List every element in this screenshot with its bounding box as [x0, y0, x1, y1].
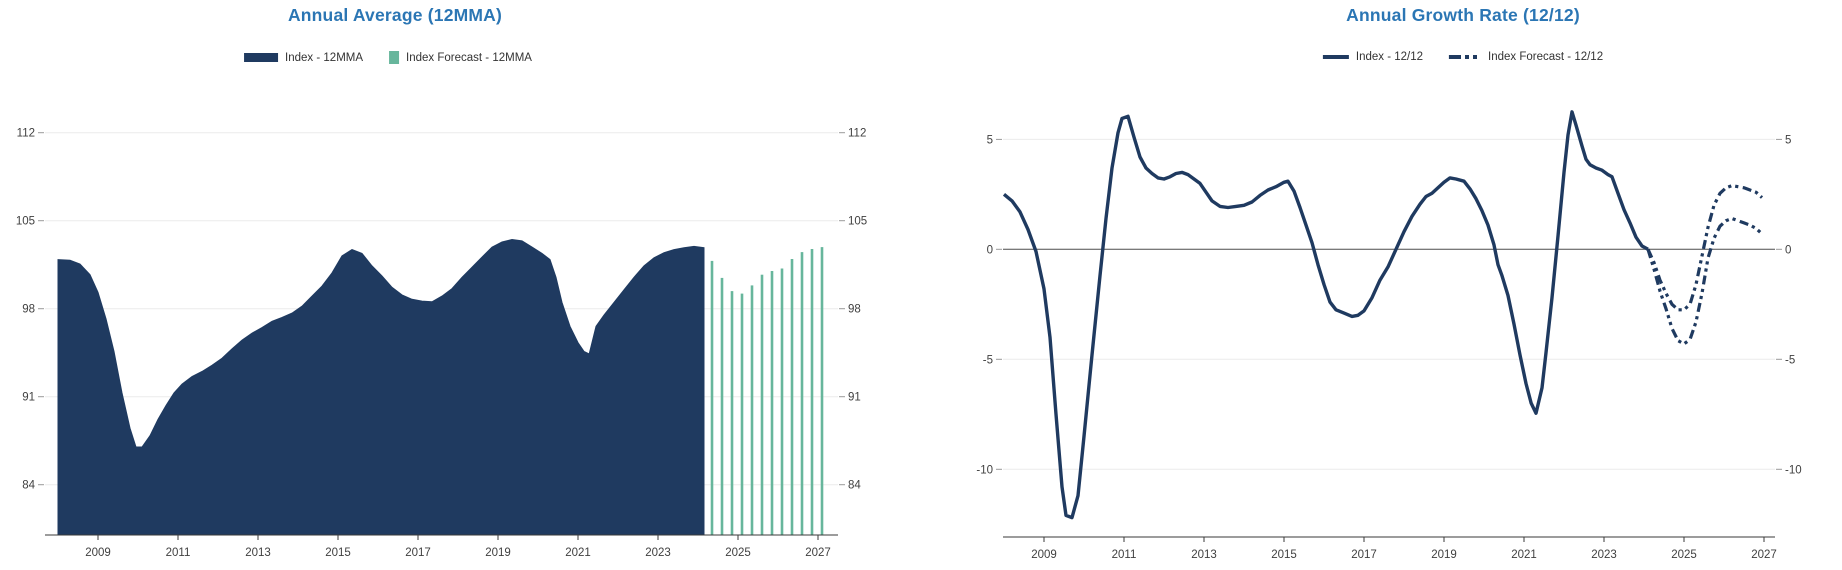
x-axis-label: 2023	[645, 547, 671, 559]
forecast-bar	[820, 247, 824, 535]
y-axis-label-right: 112	[848, 128, 866, 140]
dashdot-swatch-icon	[1449, 55, 1482, 59]
index-line-series	[1002, 110, 1649, 520]
bar-swatch-icon	[389, 51, 400, 64]
x-axis-label: 2025	[725, 547, 751, 559]
y-axis-label-left: 5	[987, 134, 993, 146]
x-axis-label: 2013	[1191, 549, 1217, 561]
x-axis-label: 2025	[1671, 549, 1697, 561]
x-axis-label: 2019	[485, 547, 511, 559]
y-axis-label-right: 105	[848, 216, 867, 228]
x-axis-label: 2009	[1031, 549, 1057, 561]
legend-label: Index Forecast - 12MMA	[406, 51, 532, 64]
x-axis-label: 2013	[245, 547, 271, 559]
forecast-bar	[790, 259, 794, 535]
y-axis-label-left: 91	[22, 392, 35, 404]
index-area-series	[57, 238, 705, 536]
x-axis-label: 2011	[166, 547, 191, 559]
forecast-bar	[710, 260, 714, 535]
forecast-bar	[750, 285, 754, 535]
y-axis-label-right: -10	[1785, 464, 1802, 476]
x-axis-label: 2015	[325, 547, 351, 559]
legend-item: Index - 12MMA	[244, 52, 363, 64]
x-axis-label: 2021	[1511, 549, 1537, 561]
forecast-bar	[720, 277, 724, 535]
y-axis-label-left: -5	[983, 354, 993, 366]
x-axis-label: 2009	[85, 547, 111, 559]
legend-annual-average: Index - 12MMA Index Forecast - 12MMA	[244, 51, 532, 64]
legend-item: Index - 12/12	[1322, 51, 1424, 63]
x-axis-label: 2019	[1431, 549, 1457, 561]
legend-growth-rate: Index - 12/12 Index Forecast - 12/12	[1322, 51, 1603, 63]
x-axis-label: 2017	[405, 547, 431, 559]
y-axis-label-right: 98	[848, 304, 861, 316]
x-axis-label: 2015	[1271, 549, 1297, 561]
forecast-bar	[810, 249, 814, 535]
y-axis-label-left: 84	[22, 480, 35, 492]
x-axis-label: 2017	[1351, 549, 1377, 561]
annual-average-plot: 84 84 91 91 98 98 105 105 112 112 2009 2011 2013 2015…	[16, 128, 867, 559]
forecast-bar	[800, 252, 804, 535]
x-axis-label: 2011	[1112, 549, 1137, 561]
forecast-bar	[770, 271, 774, 535]
forecast-bar	[730, 291, 734, 535]
forecast-bar	[760, 274, 764, 535]
forecast-bar	[740, 293, 744, 535]
x-axis-label: 2027	[805, 547, 831, 559]
line-swatch-icon	[1322, 55, 1349, 59]
x-axis-label: 2021	[565, 547, 591, 559]
y-axis-label-right: 91	[848, 392, 861, 404]
x-axis-label: 2027	[1751, 549, 1777, 561]
panel-annual-average: Annual Average (12MMA) Index - 12MMA Ind…	[16, 5, 867, 559]
y-axis-label-right: 0	[1785, 244, 1791, 256]
x-axis-label: 2023	[1591, 549, 1617, 561]
legend-label: Index - 12/12	[1355, 51, 1424, 63]
y-axis-label-right: 84	[848, 480, 861, 492]
area-swatch-icon	[244, 53, 279, 62]
y-axis-label-left: 98	[22, 304, 35, 316]
legend-label: Index Forecast - 12/12	[1488, 51, 1604, 63]
y-axis-label-left: 112	[17, 128, 35, 140]
forecast-line-series	[1646, 216, 1764, 346]
panel-growth-rate: Annual Growth Rate (12/12) Index - 12/12…	[921, 0, 1842, 570]
forecast-line-series	[1646, 184, 1764, 312]
chart-title-growth-rate: Annual Growth Rate (12/12)	[1346, 5, 1580, 25]
y-axis-label-right: 5	[1785, 134, 1791, 146]
y-axis-label-left: 0	[987, 244, 993, 256]
y-axis-label-right: -5	[1785, 354, 1795, 366]
legend-item: Index Forecast - 12/12	[1449, 51, 1603, 63]
y-axis-label-left: -10	[976, 464, 993, 476]
forecast-bar	[780, 268, 784, 535]
legend-item: Index Forecast - 12MMA	[389, 51, 532, 64]
y-axis-label-left: 105	[16, 216, 35, 228]
growth-rate-plot: 5 5 0 0 -5 -5 -10 -10 2009 2011 2013 2015 2017 2019 20…	[976, 110, 1802, 561]
legend-label: Index - 12MMA	[285, 51, 364, 64]
chart-title-annual-average: Annual Average (12MMA)	[287, 5, 503, 25]
